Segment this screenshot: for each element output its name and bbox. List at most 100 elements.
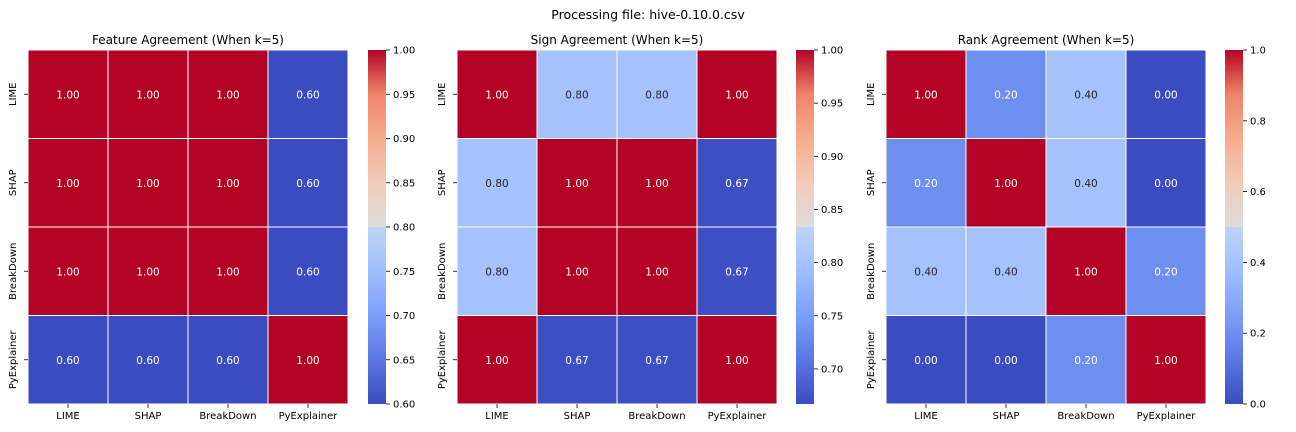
cell-label: 1.00 [914, 89, 937, 101]
y-tick-label: SHAP [8, 169, 19, 196]
cell-label: 0.20 [1154, 266, 1177, 278]
x-tick-label: LIME [56, 411, 79, 422]
cell-label: 0.60 [56, 355, 79, 367]
heatmap-cell [536, 226, 618, 316]
x-tick-label: BreakDown [199, 411, 256, 422]
cell-label: 0.67 [725, 178, 748, 190]
colorbar-tick-label: 1.00 [821, 46, 843, 57]
cell-label: 0.60 [296, 89, 319, 101]
colorbar [368, 50, 386, 404]
cell-label: 0.60 [296, 178, 319, 190]
cell-label: 1.00 [994, 178, 1017, 190]
colorbar-tick-label: 0.80 [393, 223, 415, 234]
cell-label: 0.20 [1074, 355, 1097, 367]
x-tick-label: SHAP [564, 411, 591, 422]
cell-label: 0.00 [1154, 89, 1177, 101]
colorbar-tick-label: 0.75 [393, 267, 415, 278]
heatmap-cell [107, 226, 189, 316]
cell-label: 1.00 [296, 355, 319, 367]
heatmap-cell [1045, 315, 1127, 405]
colorbar-tick-label: 0.4 [1250, 258, 1266, 269]
heatmap-cell [885, 138, 967, 228]
cell-label: 0.80 [485, 266, 508, 278]
colorbar-tick-label: 0.70 [821, 364, 843, 375]
cell-label: 0.40 [994, 266, 1017, 278]
heatmap-cell [696, 138, 778, 228]
colorbar-tick-label: 0.70 [393, 311, 415, 322]
cell-label: 1.00 [725, 89, 748, 101]
x-tick-label: SHAP [993, 411, 1020, 422]
figure-suptitle: Processing file: hive-0.10.0.csv [551, 7, 745, 22]
colorbar-tick-label: 0.65 [393, 355, 415, 366]
colorbar-tick-label: 0.60 [393, 400, 415, 411]
heatmap-cell [267, 49, 349, 139]
cell-label: 1.00 [136, 178, 159, 190]
heatmap-cell [1125, 226, 1207, 316]
cell-label: 1.00 [645, 266, 668, 278]
x-tick-label: BreakDown [1057, 411, 1114, 422]
x-tick-label: SHAP [135, 411, 162, 422]
heatmap-cell [1045, 49, 1127, 139]
cell-label: 0.20 [994, 89, 1017, 101]
colorbar-tick-label: 0.95 [821, 99, 843, 110]
colorbar-tick-label: 0.6 [1250, 187, 1266, 198]
colorbar-tick-label: 0.90 [393, 134, 415, 145]
cell-label: 0.00 [1154, 178, 1177, 190]
cell-label: 0.80 [485, 178, 508, 190]
heatmap-cell [107, 315, 189, 405]
colorbar-tick-label: 1.00 [393, 46, 415, 57]
cell-label: 0.20 [914, 178, 937, 190]
heatmap-panel-1: Feature Agreement (When k=5) 1.00 1.00 1.00… [8, 33, 415, 422]
y-tick-label: LIME [866, 83, 877, 106]
y-tick-label: PyExplainer [866, 329, 877, 389]
heatmap-cell [456, 315, 538, 405]
y-tick-label: BreakDown [437, 243, 448, 300]
cell-label: 1.00 [56, 89, 79, 101]
cell-label: 1.00 [216, 266, 239, 278]
colorbar-tick-label: 0.0 [1250, 400, 1266, 411]
y-tick-label: PyExplainer [437, 329, 448, 389]
x-tick-label: PyExplainer [279, 411, 339, 422]
y-tick-label: LIME [8, 83, 19, 106]
cell-label: 0.67 [725, 266, 748, 278]
cell-label: 0.40 [1074, 89, 1097, 101]
colorbar-tick-label: 0.2 [1250, 329, 1266, 340]
heatmap-cell [27, 138, 109, 228]
heatmap-cell [267, 315, 349, 405]
cell-label: 0.60 [136, 355, 159, 367]
y-tick-label: BreakDown [866, 243, 877, 300]
colorbar [1225, 50, 1243, 404]
heatmap-cell [965, 315, 1047, 405]
x-tick-label: LIME [485, 411, 508, 422]
colorbar-tick-label: 0.75 [821, 311, 843, 322]
cell-label: 0.00 [994, 355, 1017, 367]
cell-label: 1.00 [56, 266, 79, 278]
cell-label: 1.00 [136, 89, 159, 101]
panel-title: Rank Agreement (When k=5) [958, 33, 1135, 47]
cell-label: 0.60 [216, 355, 239, 367]
cell-label: 0.40 [914, 266, 937, 278]
heatmap-panel-3: Rank Agreement (When k=5) 1.00 0.20 0.40 0.0… [866, 33, 1266, 422]
y-tick-label: BreakDown [8, 243, 19, 300]
cell-label: 0.80 [565, 89, 588, 101]
heatmap-cell [27, 315, 109, 405]
cell-label: 1.00 [136, 266, 159, 278]
cell-label: 1.00 [216, 89, 239, 101]
cell-label: 0.67 [565, 355, 588, 367]
heatmap-cell [696, 49, 778, 139]
heatmap-cell [536, 138, 618, 228]
cell-label: 0.67 [645, 355, 668, 367]
heatmap-cell [27, 49, 109, 139]
heatmap-cell [616, 138, 698, 228]
cell-label: 1.00 [485, 89, 508, 101]
heatmap-cell [616, 49, 698, 139]
cell-label: 0.80 [645, 89, 668, 101]
heatmap-cell [187, 49, 269, 139]
colorbar-tick-label: 0.8 [1250, 116, 1266, 127]
heatmap-cell [885, 226, 967, 316]
heatmap-cell [267, 226, 349, 316]
heatmap-cell [616, 315, 698, 405]
heatmap-cell [1125, 49, 1207, 139]
x-tick-label: PyExplainer [708, 411, 768, 422]
